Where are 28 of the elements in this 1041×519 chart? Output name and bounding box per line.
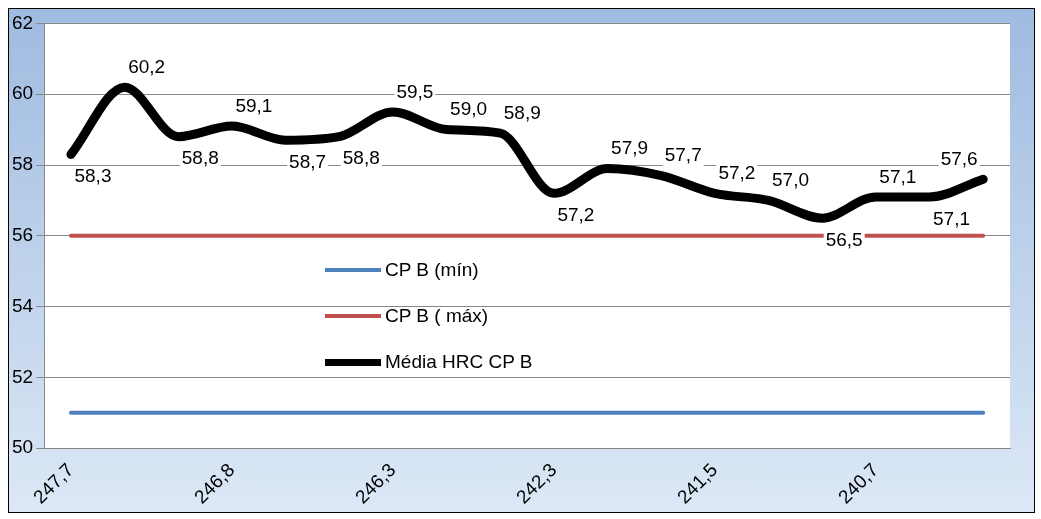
data-label: 57,2	[557, 204, 595, 226]
y-tick-label: 62	[11, 11, 34, 33]
y-tick-label: 54	[11, 294, 34, 316]
y-tick-label: 50	[11, 436, 34, 458]
y-tick-label: 60	[11, 82, 34, 104]
y-tick-label: 52	[11, 365, 34, 387]
data-label: 56,5	[825, 228, 863, 250]
y-tick-label: 58	[11, 153, 34, 175]
legend-label: CP B ( máx)	[385, 305, 489, 327]
y-tick-label: 56	[11, 224, 34, 246]
data-label: 57,2	[718, 162, 756, 184]
data-label: 57,1	[879, 165, 917, 187]
data-label: 59,5	[396, 80, 434, 102]
data-label: 57,0	[772, 169, 810, 191]
legend-label: CP B (mín)	[385, 259, 479, 281]
data-label: 59,0	[450, 98, 488, 120]
data-label: 59,1	[235, 94, 273, 116]
data-label: 58,3	[74, 165, 112, 187]
legend-label: Média HRC CP B	[385, 351, 533, 373]
data-label: 57,6	[940, 147, 978, 169]
data-label: 58,9	[503, 101, 541, 123]
data-label: 60,2	[128, 55, 166, 77]
data-label: 58,7	[289, 150, 327, 172]
data-label: 58,8	[181, 147, 219, 169]
data-label: 57,7	[664, 144, 702, 166]
data-label: 58,8	[342, 147, 380, 169]
data-label: 57,1	[933, 207, 970, 229]
data-label: 57,9	[611, 137, 649, 159]
